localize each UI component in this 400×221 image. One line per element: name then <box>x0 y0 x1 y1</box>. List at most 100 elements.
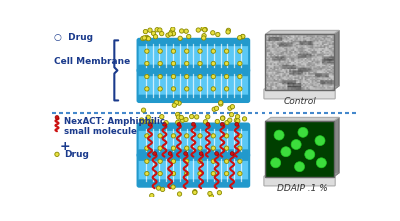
Circle shape <box>224 49 229 53</box>
Circle shape <box>198 146 202 150</box>
Circle shape <box>220 122 224 126</box>
Circle shape <box>158 61 162 66</box>
Circle shape <box>193 190 197 194</box>
Circle shape <box>316 158 326 168</box>
Circle shape <box>211 87 216 91</box>
Circle shape <box>298 127 308 137</box>
Circle shape <box>176 115 181 119</box>
FancyBboxPatch shape <box>264 89 335 99</box>
Circle shape <box>153 34 158 39</box>
Circle shape <box>171 87 176 91</box>
Circle shape <box>145 87 149 91</box>
Circle shape <box>198 134 202 138</box>
Circle shape <box>202 28 207 32</box>
Circle shape <box>211 49 216 53</box>
Circle shape <box>160 187 165 192</box>
FancyBboxPatch shape <box>138 39 249 72</box>
FancyBboxPatch shape <box>138 39 249 46</box>
Circle shape <box>171 49 176 53</box>
FancyBboxPatch shape <box>138 69 249 102</box>
Circle shape <box>153 152 156 156</box>
Circle shape <box>206 115 210 119</box>
Circle shape <box>236 119 240 123</box>
Circle shape <box>184 29 188 33</box>
Circle shape <box>158 159 162 163</box>
Circle shape <box>141 36 145 41</box>
Polygon shape <box>334 117 339 177</box>
Circle shape <box>160 31 164 36</box>
Circle shape <box>198 87 202 91</box>
Circle shape <box>211 159 216 163</box>
Circle shape <box>224 61 229 66</box>
Circle shape <box>171 27 175 31</box>
Circle shape <box>190 114 194 119</box>
Circle shape <box>160 114 164 119</box>
Circle shape <box>146 115 150 119</box>
Circle shape <box>271 158 281 168</box>
Circle shape <box>168 32 172 36</box>
Circle shape <box>305 149 315 160</box>
Circle shape <box>184 117 188 122</box>
Circle shape <box>238 134 242 138</box>
Circle shape <box>198 74 202 79</box>
FancyBboxPatch shape <box>138 154 249 161</box>
Circle shape <box>184 152 188 156</box>
Circle shape <box>184 49 189 53</box>
Circle shape <box>146 36 151 41</box>
Circle shape <box>220 116 225 120</box>
Circle shape <box>228 106 232 110</box>
Circle shape <box>291 139 301 149</box>
Polygon shape <box>266 30 339 34</box>
Circle shape <box>172 103 176 107</box>
FancyBboxPatch shape <box>138 149 249 156</box>
Circle shape <box>238 36 242 40</box>
Text: Control: Control <box>284 97 317 106</box>
Circle shape <box>158 74 162 79</box>
Circle shape <box>194 115 199 119</box>
Circle shape <box>184 87 189 91</box>
Circle shape <box>224 171 229 176</box>
Circle shape <box>158 171 162 176</box>
Circle shape <box>156 186 161 190</box>
Circle shape <box>198 61 202 66</box>
Circle shape <box>216 32 220 37</box>
Circle shape <box>208 191 212 196</box>
Circle shape <box>145 36 150 40</box>
Circle shape <box>201 26 205 31</box>
Circle shape <box>162 122 166 126</box>
Circle shape <box>145 159 149 163</box>
Circle shape <box>180 118 185 122</box>
Circle shape <box>211 146 216 150</box>
Circle shape <box>164 120 168 125</box>
Polygon shape <box>266 117 339 121</box>
Circle shape <box>158 49 162 53</box>
Circle shape <box>224 74 229 79</box>
Circle shape <box>242 117 247 121</box>
Circle shape <box>55 152 59 156</box>
Circle shape <box>171 171 176 176</box>
Circle shape <box>171 185 175 189</box>
Circle shape <box>192 122 195 126</box>
Text: Cell Membrane: Cell Membrane <box>54 57 130 66</box>
Circle shape <box>171 32 176 36</box>
Circle shape <box>145 61 149 66</box>
Circle shape <box>158 146 162 150</box>
Circle shape <box>235 122 239 126</box>
Circle shape <box>145 146 149 150</box>
Circle shape <box>184 134 189 138</box>
Circle shape <box>234 118 238 122</box>
Circle shape <box>171 159 176 163</box>
Circle shape <box>230 152 234 156</box>
Circle shape <box>219 102 223 106</box>
Circle shape <box>145 74 149 79</box>
Polygon shape <box>334 30 339 90</box>
Circle shape <box>315 136 325 146</box>
Circle shape <box>211 171 216 176</box>
Circle shape <box>274 130 284 140</box>
Circle shape <box>198 159 202 163</box>
FancyBboxPatch shape <box>138 65 249 72</box>
Circle shape <box>155 28 159 32</box>
Circle shape <box>148 121 153 126</box>
Circle shape <box>209 194 214 199</box>
Circle shape <box>241 34 245 39</box>
